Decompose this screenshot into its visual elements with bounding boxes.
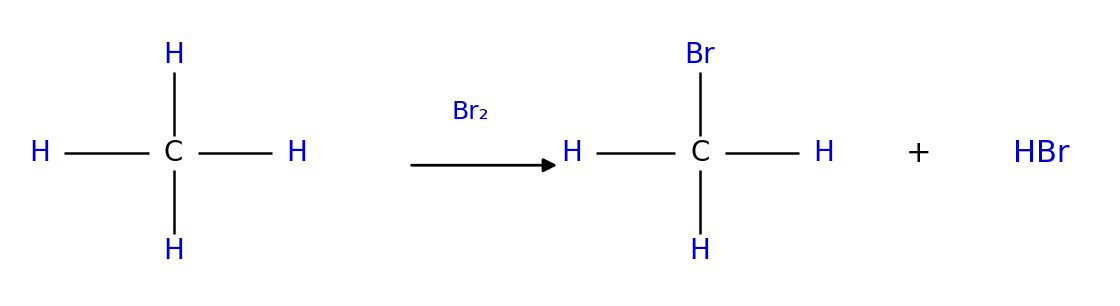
Text: C: C [164,139,184,167]
Text: Br₂: Br₂ [451,100,489,124]
Text: H: H [287,139,307,167]
Text: H: H [164,41,184,69]
Text: H: H [164,237,184,265]
Text: H: H [690,237,710,265]
Text: H: H [29,139,49,167]
Text: HBr: HBr [1014,139,1070,167]
Text: H: H [561,139,581,167]
Text: +: + [906,139,931,167]
Text: C: C [690,139,710,167]
Text: Br: Br [684,41,716,69]
Text: H: H [813,139,833,167]
